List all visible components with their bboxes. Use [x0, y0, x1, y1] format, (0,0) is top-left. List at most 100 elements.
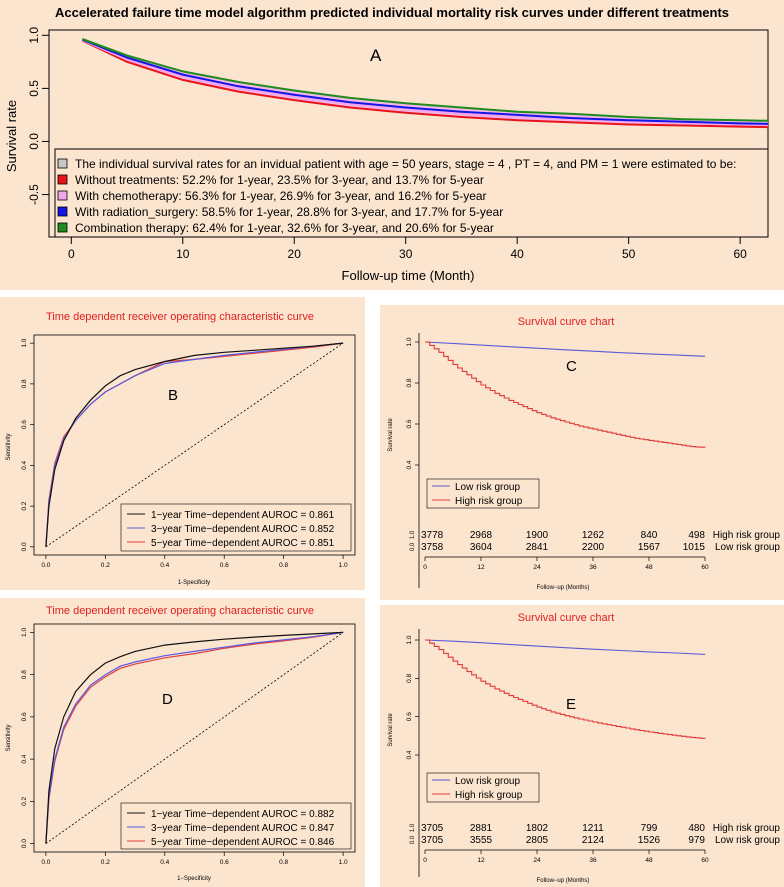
chart-b-legend: 1−year Time−dependent AUROC = 0.861 3−ye…: [120, 503, 352, 552]
roc-ytick-label: 0.6: [21, 712, 28, 721]
chart-a-ylabel: Survival rate: [4, 100, 19, 172]
roc-curve-3-year: [45, 631, 344, 844]
risk-table-cell: 1015: [683, 542, 706, 553]
roc-ytick-label: 1.0: [21, 338, 28, 347]
legend-swatch-combination: [57, 222, 68, 233]
risk-table-row-label: High risk group: [713, 530, 781, 541]
legend-text-3-year: 3−year Time−dependent AUROC = 0.852: [151, 524, 335, 535]
risk-table-cell: 1526: [638, 835, 661, 846]
roc-ytick-label: 0.8: [21, 379, 28, 388]
chart-a-letter: A: [370, 46, 382, 65]
chart-c-xlabel: Follow−up (Months): [537, 585, 590, 591]
chart-b-svg: Time dependent receiver operating charac…: [6, 311, 356, 586]
surv-curve-high-risk-group: [425, 639, 706, 739]
chart-e-xlabel: Follow−up (Months): [537, 878, 590, 884]
surv-xtick-label: 24: [533, 564, 541, 571]
chart-a-xtick-label: 0: [68, 247, 75, 261]
surv-xtick-label: 48: [645, 564, 653, 571]
risk-table-cell: 3705: [421, 835, 444, 846]
chart-a-legend: The individual survival rates for an inv…: [54, 148, 769, 238]
legend-text-high-risk: High risk group: [455, 790, 523, 801]
risk-table-cell: 2968: [470, 530, 493, 541]
legend-text-1-year: 1−year Time−dependent AUROC = 0.861: [151, 510, 335, 521]
legend-swatch-chemotherapy: [57, 190, 68, 201]
chart-d-svg: Time dependent receiver operating charac…: [6, 605, 356, 882]
surv-curve-high-risk-group: [425, 341, 706, 448]
panel-a: Accelerated failure time model algorithm…: [0, 0, 784, 290]
roc-xtick-label: 0.6: [220, 859, 229, 866]
legend-text-low-risk: Low risk group: [455, 482, 520, 493]
surv-xtick-label: 36: [589, 564, 597, 571]
legend-entry-chemotherapy: With chemotherapy: 56.3% for 1-year, 26.…: [75, 189, 487, 203]
risk-table-cell: 1211: [582, 823, 604, 834]
roc-diagonal: [45, 342, 344, 548]
panel-c: Survival curve chart 0.4 0.6 0.8 1.0 0 12 24 36…: [380, 305, 784, 600]
chart-a-title: Accelerated failure time model algorithm…: [55, 5, 729, 20]
surv-ytick-label: 1.0: [406, 635, 413, 644]
roc-diagonal: [45, 632, 344, 844]
chart-d-title: Time dependent receiver operating charac…: [46, 605, 314, 617]
chart-a-series-without-treatments: [81, 39, 769, 129]
roc-ytick-label: 0.8: [21, 670, 28, 679]
risk-table-cell: 1900: [526, 530, 549, 541]
surv-xtick-label: 12: [477, 857, 485, 864]
surv-xtick-label: 24: [533, 857, 541, 864]
risk-table-cell: 3758: [421, 542, 444, 553]
risk-table-left-tick: 1.0: [410, 823, 416, 832]
chart-a-xtick-label: 10: [176, 247, 190, 261]
legend-text-1-year: 1−year Time−dependent AUROC = 0.882: [151, 809, 335, 820]
chart-a-series-with-radiation-surgery: [82, 38, 769, 125]
surv-curve-low-risk-group: [424, 639, 706, 655]
roc-xtick-label: 0.4: [160, 859, 169, 866]
roc-ytick-label: 0.6: [21, 420, 28, 429]
roc-xtick-label: 0.0: [41, 562, 50, 569]
risk-table-cell: 840: [641, 530, 658, 541]
chart-b-title: Time dependent receiver operating charac…: [46, 311, 314, 323]
chart-d-legend: 1−year Time−dependent AUROC = 0.882 3−ye…: [120, 802, 352, 850]
roc-xtick-label: 0.4: [160, 562, 169, 569]
chart-a-ytick-label: 0.0: [27, 133, 41, 150]
surv-xtick-label: 12: [477, 564, 485, 571]
risk-table-cell: 498: [688, 530, 705, 541]
chart-d-xlabel: 1−Specificity: [177, 876, 211, 882]
chart-e-legend-box: [426, 772, 540, 803]
chart-a-xtick-label: 40: [511, 247, 525, 261]
risk-table-cell: 2124: [582, 835, 605, 846]
legend-text-5-year: 5−year Time−dependent AUROC = 0.846: [151, 837, 335, 848]
chart-c-ylabel: Survival rate: [388, 418, 394, 452]
risk-table-cell: 979: [688, 835, 705, 846]
surv-ytick-label: 0.6: [406, 419, 413, 428]
risk-table-cell: 3705: [421, 823, 444, 834]
chart-d-ylabel: Sensitivity: [6, 724, 12, 751]
risk-table-cell: 1802: [526, 823, 549, 834]
roc-ytick-label: 0.2: [21, 796, 28, 805]
roc-xtick-label: 0.0: [41, 859, 50, 866]
chart-a-xtick-label: 60: [733, 247, 747, 261]
surv-xtick-label: 48: [645, 857, 653, 864]
chart-a-series-with-chemotherapy: [81, 39, 769, 126]
roc-ytick-label: 0.4: [21, 754, 28, 763]
roc-xtick-label: 0.2: [101, 562, 110, 569]
risk-table-cell: 480: [688, 823, 705, 834]
risk-table-cell: 3778: [421, 530, 444, 541]
surv-ytick-label: 0.8: [406, 378, 413, 387]
roc-xtick-label: 0.8: [279, 562, 288, 569]
legend-entry-radiation-surgery: With radiation_surgery: 58.5% for 1-year…: [75, 205, 503, 219]
risk-table-left-tick: 0.0: [410, 835, 416, 844]
risk-table-left-tick: 0.0: [410, 542, 416, 551]
chart-e-ylabel: Survival rate: [388, 713, 394, 747]
chart-e-letter: E: [566, 696, 576, 713]
roc-ytick-label: 0.2: [21, 501, 28, 510]
roc-xtick-label: 1.0: [339, 859, 348, 866]
legend-text-high-risk: High risk group: [455, 496, 523, 507]
legend-swatch-without-treatments: [57, 174, 68, 185]
chart-a-xlabel: Follow-up time (Month): [342, 268, 475, 283]
roc-xtick-label: 0.6: [220, 562, 229, 569]
chart-a-ytick-label: 1.0: [27, 27, 41, 44]
risk-table-cell: 3555: [470, 835, 493, 846]
chart-a-svg: Accelerated failure time model algorithm…: [4, 5, 769, 283]
chart-c-letter: C: [566, 358, 577, 375]
roc-ytick-label: 0.4: [21, 460, 28, 469]
chart-a-ytick-label: -0.5: [27, 184, 41, 205]
risk-table-cell: 1567: [638, 542, 661, 553]
